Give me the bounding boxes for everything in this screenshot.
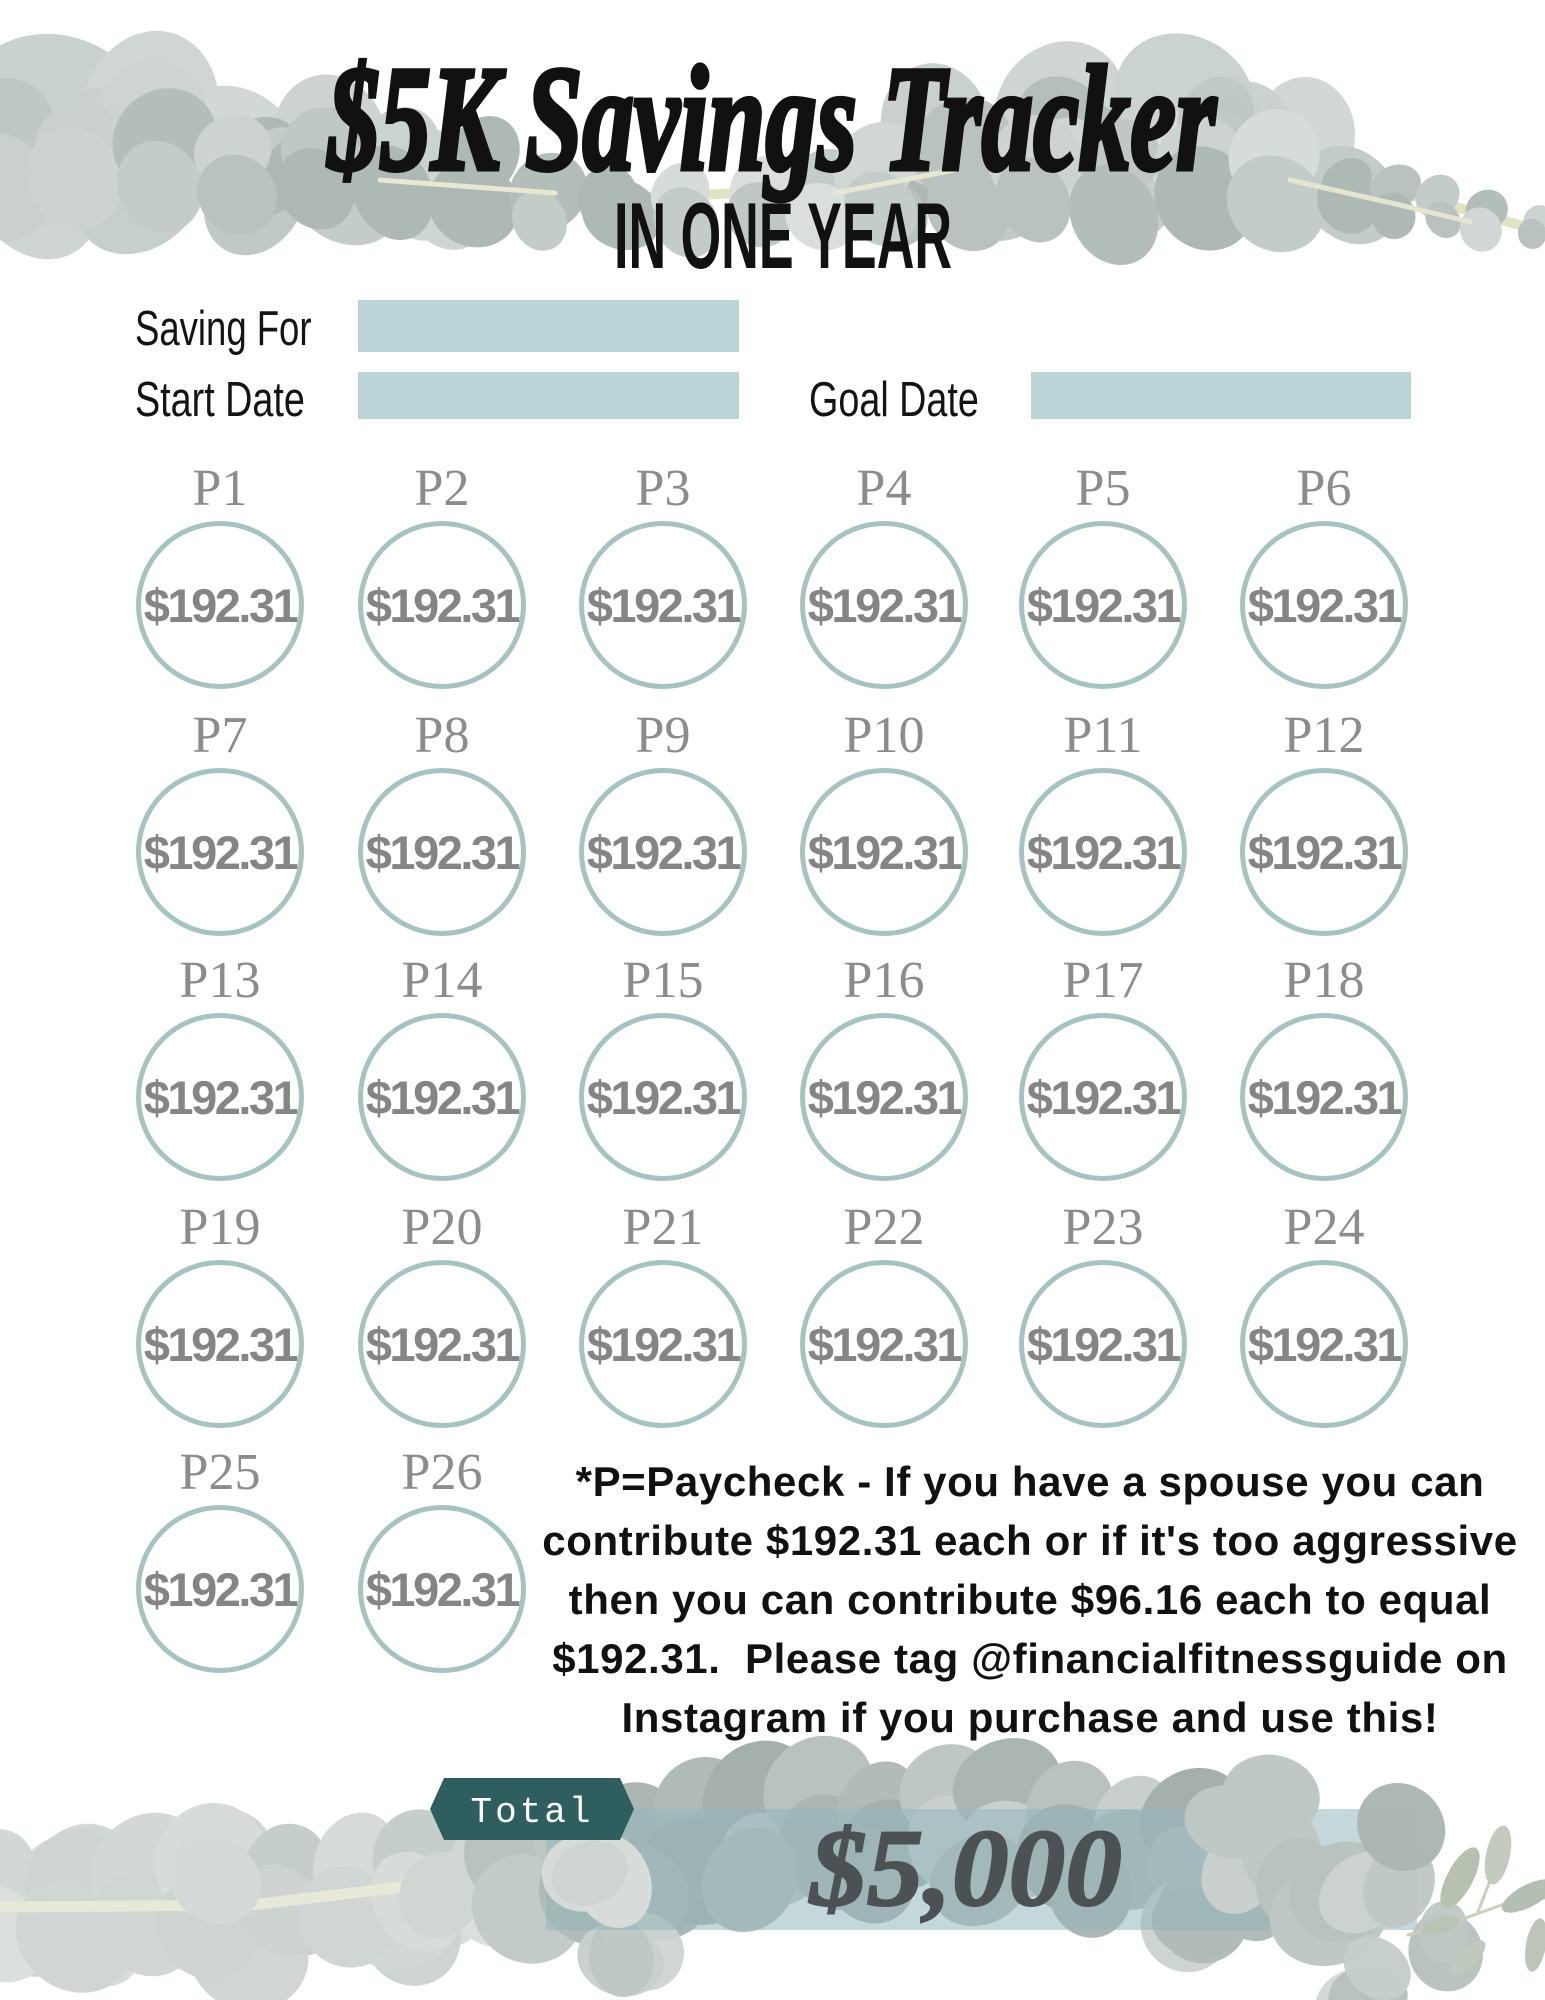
svg-text:$5K Savings Tracker: $5K Savings Tracker — [327, 36, 1217, 202]
svg-text:Total: Total — [470, 1792, 593, 1833]
svg-text:IN ONE YEAR: IN ONE YEAR — [614, 183, 952, 288]
svg-text:$5,000: $5,000 — [808, 1807, 1122, 1929]
